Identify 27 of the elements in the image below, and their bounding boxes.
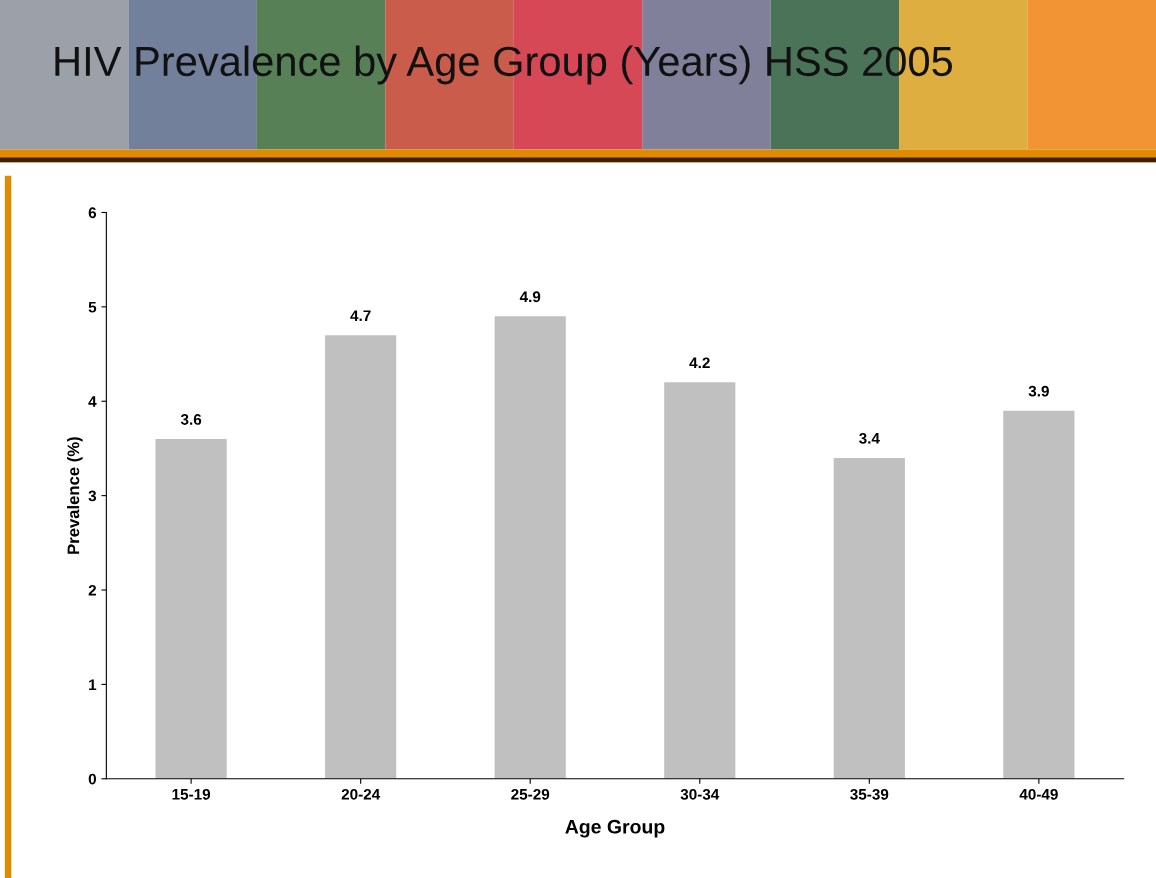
bar xyxy=(155,439,227,779)
x-tick-label: 25-29 xyxy=(511,788,550,800)
data-label: 4.2 xyxy=(689,357,710,369)
bar xyxy=(664,382,736,779)
x-axis-title: Age Group xyxy=(565,819,665,838)
y-tick-label: 5 xyxy=(88,301,97,313)
y-tick-label: 1 xyxy=(89,679,97,690)
data-label: 3.9 xyxy=(1028,385,1049,397)
data-label: 4.7 xyxy=(350,310,371,321)
x-tick-label: 30-34 xyxy=(680,788,720,800)
bar xyxy=(325,335,397,779)
y-axis-title: Prevalence (%) xyxy=(67,437,83,554)
bar xyxy=(494,316,566,779)
data-label: 3.4 xyxy=(859,432,880,444)
x-tick-label: 20-24 xyxy=(341,788,381,800)
x-tick-label: 15-19 xyxy=(172,788,211,800)
y-tick-label: 3 xyxy=(88,490,97,502)
bar xyxy=(833,457,905,779)
data-label: 3.6 xyxy=(180,414,202,425)
y-tick-label: 4 xyxy=(88,396,97,407)
data-label: 4.9 xyxy=(519,291,541,303)
y-tick-label: 2 xyxy=(88,584,97,596)
y-tick-label: 0 xyxy=(88,773,96,785)
x-tick-label: 35-39 xyxy=(850,788,889,800)
y-tick-label: 6 xyxy=(88,207,97,219)
bar xyxy=(1003,410,1075,779)
x-tick-label: 40-49 xyxy=(1019,788,1058,800)
